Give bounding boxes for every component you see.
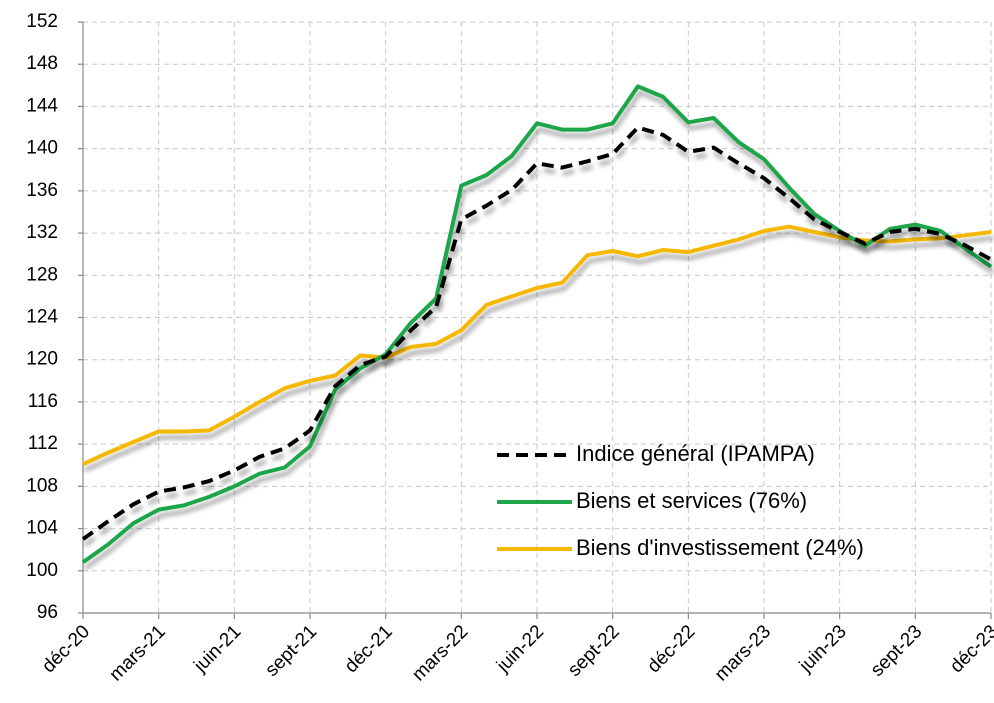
x-tick-label: sept-23 bbox=[867, 621, 927, 681]
x-tick-label: déc-23 bbox=[946, 621, 994, 677]
x-tick-label: déc-20 bbox=[38, 621, 94, 677]
series-line bbox=[82, 224, 992, 467]
x-tick-label: déc-21 bbox=[341, 621, 397, 677]
x-tick-label: sept-21 bbox=[261, 621, 321, 681]
x-tick-label: juin-23 bbox=[795, 621, 851, 677]
legend-label: Biens d'investissement (24%) bbox=[576, 535, 864, 560]
x-tick-label: sept-22 bbox=[564, 621, 624, 681]
x-tick-label: mars-21 bbox=[106, 621, 170, 685]
y-tick-label: 108 bbox=[26, 475, 58, 496]
x-tick-label: mars-22 bbox=[408, 621, 472, 685]
y-tick-label: 128 bbox=[26, 264, 58, 285]
x-tick-label: déc-22 bbox=[643, 621, 699, 677]
y-tick-label: 124 bbox=[26, 307, 58, 328]
x-tick-label: juin-21 bbox=[190, 621, 246, 677]
legend-label: Indice général (IPAMPA) bbox=[576, 441, 815, 466]
y-tick-label: 104 bbox=[26, 518, 58, 539]
y-tick-label: 116 bbox=[28, 391, 58, 412]
y-tick-label: 96 bbox=[37, 602, 58, 623]
y-tick-label: 120 bbox=[26, 349, 58, 370]
series-line bbox=[81, 125, 992, 541]
y-tick-label: 140 bbox=[26, 138, 58, 159]
y-tick-label: 152 bbox=[26, 11, 58, 32]
y-tick-label: 132 bbox=[26, 222, 58, 243]
y-tick-label: 148 bbox=[26, 53, 58, 74]
x-tick-label: mars-23 bbox=[711, 621, 775, 685]
x-tick-label: juin-22 bbox=[492, 621, 548, 677]
y-tick-label: 144 bbox=[26, 95, 58, 116]
legend-label: Biens et services (76%) bbox=[576, 488, 807, 513]
y-tick-label: 100 bbox=[26, 560, 58, 581]
y-tick-label: 112 bbox=[28, 433, 58, 454]
y-tick-label: 136 bbox=[26, 180, 58, 201]
